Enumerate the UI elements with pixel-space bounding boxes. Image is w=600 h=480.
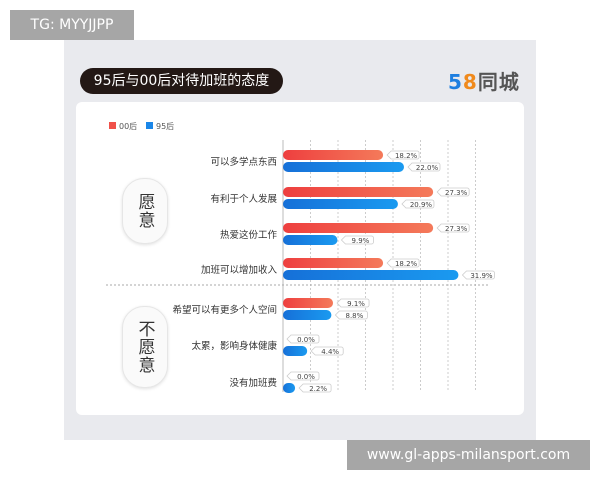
chart-title: 95后与00后对待加班的态度 — [80, 68, 283, 94]
data-label-bubble — [336, 298, 370, 308]
bar-95后 — [283, 383, 296, 393]
group-label-willing: 愿意 — [122, 178, 168, 244]
data-label: 4.4% — [321, 348, 339, 356]
bar-00后 — [283, 150, 384, 160]
data-label: 27.3% — [445, 189, 468, 197]
data-label: 2.2% — [309, 385, 327, 393]
data-label: 18.2% — [395, 152, 418, 160]
data-label-bubble — [436, 187, 470, 197]
category-label: 有利于个人发展 — [210, 193, 277, 205]
data-label-bubble — [334, 310, 368, 320]
data-label: 31.9% — [470, 272, 493, 280]
bar-95后 — [283, 235, 338, 245]
data-label-bubble — [461, 270, 495, 280]
data-label-bubble — [407, 162, 441, 172]
legend-swatch-95后 — [146, 122, 153, 129]
category-label: 没有加班费 — [229, 377, 277, 389]
data-label: 27.3% — [445, 225, 468, 233]
data-label-bubble — [386, 258, 420, 268]
data-label: 9.9% — [352, 237, 370, 245]
data-label-bubble — [386, 150, 420, 160]
bar-00后 — [283, 298, 334, 308]
data-label-bubble — [401, 199, 435, 209]
data-label: 22.0% — [416, 164, 439, 172]
category-label: 热爱这份工作 — [220, 229, 278, 241]
data-label-bubble — [286, 334, 320, 344]
data-label-bubble — [298, 383, 332, 393]
data-label: 0.0% — [297, 373, 315, 381]
data-label: 18.2% — [395, 260, 418, 268]
bar-95后 — [283, 162, 404, 172]
data-label-bubble — [286, 371, 320, 381]
legend-swatch-00后 — [109, 122, 116, 129]
data-label: 9.1% — [347, 300, 365, 308]
data-label-bubble — [340, 235, 374, 245]
legend-label: 00后 — [119, 121, 137, 131]
bar-95后 — [283, 346, 308, 356]
logo-58: 58同城 — [448, 70, 520, 94]
bar-95后 — [283, 199, 398, 209]
group-label-unwilling: 不愿意 — [122, 306, 168, 388]
category-label: 可以多学点东西 — [210, 156, 277, 168]
data-label: 20.9% — [410, 201, 433, 209]
bar-95后 — [283, 310, 332, 320]
legend-label: 95后 — [156, 121, 174, 131]
bar-95后 — [283, 270, 459, 280]
watermark-bottom: www.gl-apps-milansport.com — [347, 440, 590, 470]
category-label: 希望可以有更多个人空间 — [172, 304, 277, 316]
data-label: 0.0% — [297, 336, 315, 344]
watermark-top: TG: MYYJJPP — [10, 10, 134, 40]
data-label-bubble — [310, 346, 344, 356]
bar-00后 — [283, 223, 434, 233]
data-label: 8.8% — [346, 312, 364, 320]
bar-00后 — [283, 187, 434, 197]
category-label: 加班可以增加收入 — [201, 264, 278, 276]
data-label-bubble — [436, 223, 470, 233]
category-label: 太累，影响身体健康 — [191, 340, 277, 352]
bar-00后 — [283, 258, 384, 268]
